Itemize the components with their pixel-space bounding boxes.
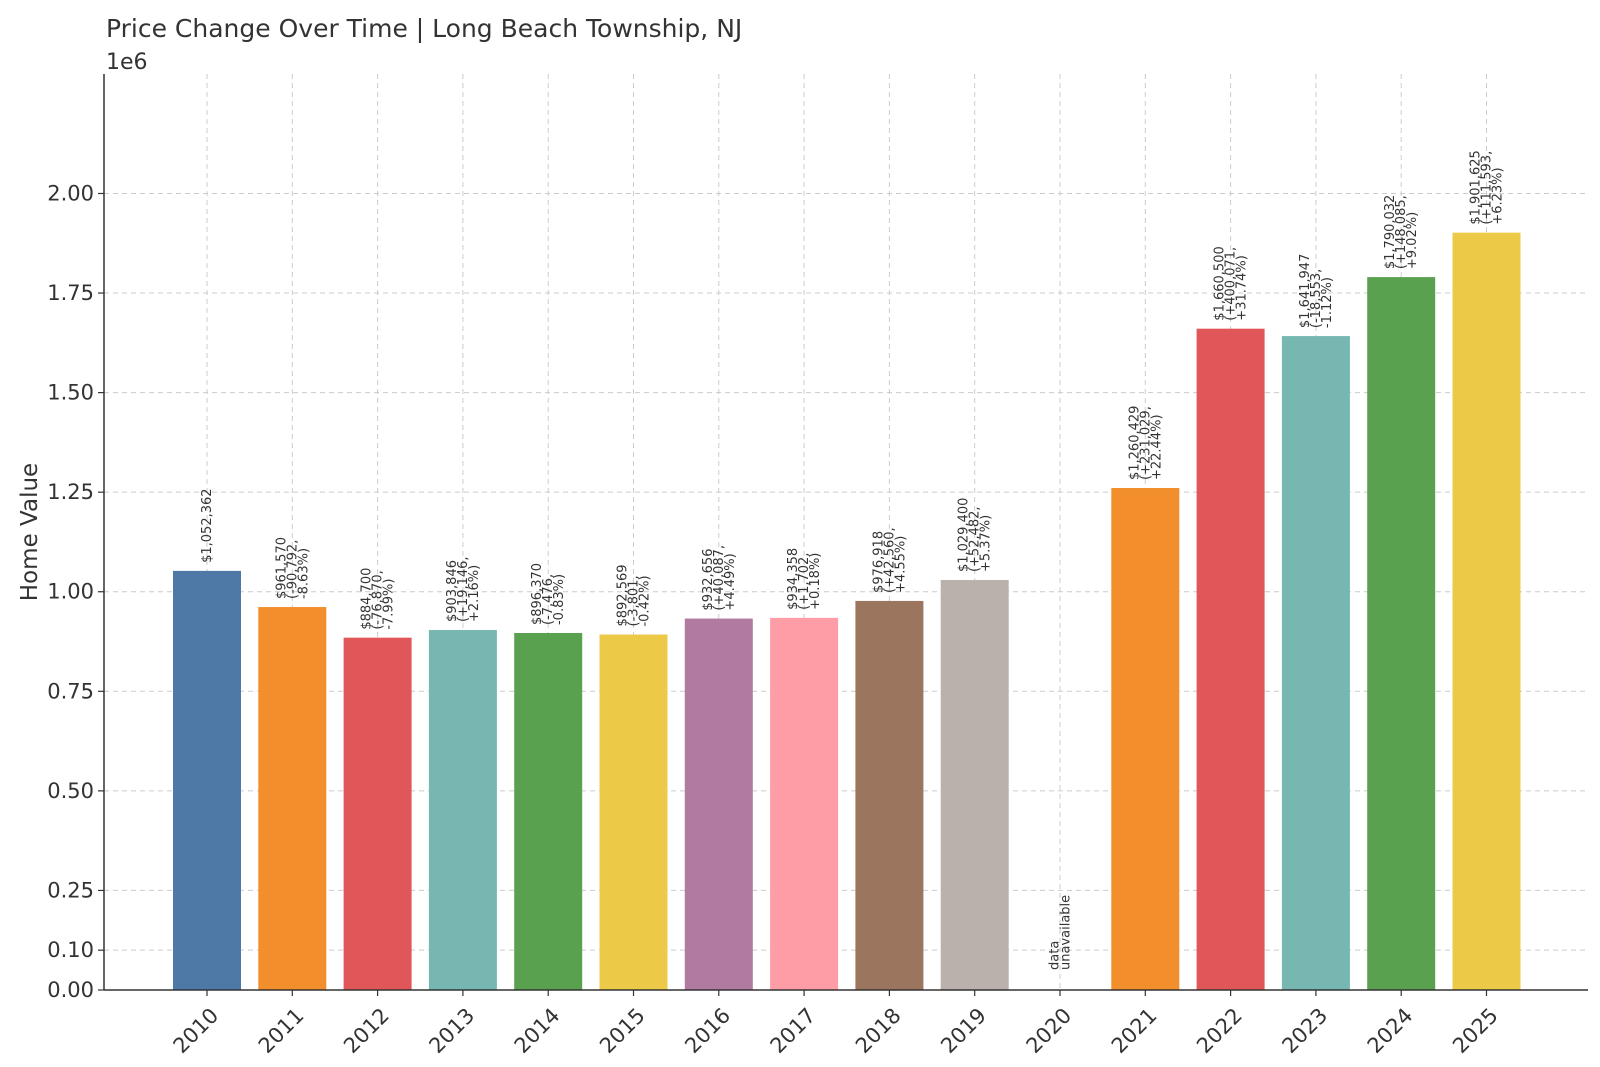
data-label: +9.02%) bbox=[1405, 212, 1420, 269]
y-tick-label: 1.25 bbox=[47, 480, 94, 504]
data-label: (+42,560, bbox=[882, 527, 897, 593]
data-label: $961,570 bbox=[274, 537, 289, 599]
x-tick-label: 2013 bbox=[424, 1003, 479, 1058]
y-tick-label: 0.25 bbox=[47, 878, 94, 902]
bar-2023 bbox=[1281, 336, 1350, 990]
bar-2025 bbox=[1452, 232, 1521, 991]
bar-2022 bbox=[1196, 328, 1265, 990]
x-tick-label: 2019 bbox=[936, 1003, 991, 1058]
grid-layer bbox=[104, 74, 1588, 991]
data-label: $903,846 bbox=[445, 560, 460, 622]
data-label: (+400,071, bbox=[1224, 247, 1239, 321]
data-label: +4.49%) bbox=[723, 553, 738, 610]
bar-2021 bbox=[1111, 488, 1180, 990]
data-label: $1,260,429 bbox=[1127, 406, 1142, 480]
data-label: $1,052,362 bbox=[200, 488, 215, 562]
data-label: $892,569 bbox=[616, 564, 631, 626]
axis-layer: 1e6 Home Value bbox=[17, 50, 1588, 991]
bar-2014 bbox=[514, 633, 583, 990]
data-label: (+148,085, bbox=[1394, 195, 1409, 269]
y-tick-label: 1.50 bbox=[47, 381, 94, 405]
bar-2018 bbox=[855, 600, 924, 990]
x-tick-label: 2012 bbox=[339, 1003, 394, 1058]
data-label: (-90,792, bbox=[285, 540, 300, 599]
data-label: (-18,553, bbox=[1309, 269, 1324, 328]
y-axis-label: Home Value bbox=[17, 463, 43, 601]
bar-2012 bbox=[343, 637, 412, 990]
data-label: $976,918 bbox=[871, 531, 886, 593]
x-tick-label: 2021 bbox=[1107, 1003, 1162, 1058]
x-tick-label: 2015 bbox=[595, 1003, 650, 1058]
data-label: $932,656 bbox=[701, 549, 716, 611]
bar-2024 bbox=[1367, 277, 1436, 990]
data-label: +0.18%) bbox=[808, 553, 823, 610]
data-label: +22.44%) bbox=[1149, 414, 1164, 480]
x-tick-label: 2014 bbox=[510, 1003, 565, 1058]
y-tick-label: 0.75 bbox=[47, 679, 94, 703]
x-tick-label: 2022 bbox=[1192, 1003, 1247, 1058]
data-label: (+40,087, bbox=[712, 545, 727, 611]
data-label: +4.55%) bbox=[893, 536, 908, 593]
bar-2017 bbox=[770, 617, 839, 990]
x-tick-label: 2020 bbox=[1022, 1003, 1077, 1058]
x-tick-label: 2024 bbox=[1363, 1003, 1418, 1058]
data-label: (+1,702, bbox=[797, 553, 812, 610]
y-tick-label: 0.10 bbox=[47, 938, 94, 962]
data-label: +6.23%) bbox=[1491, 167, 1506, 224]
bar-2010 bbox=[173, 570, 241, 990]
data-label: $1,901,625 bbox=[1469, 150, 1484, 224]
data-label: +31.74%) bbox=[1235, 255, 1250, 321]
data-label: -8.63%) bbox=[296, 548, 311, 599]
data-label: data bbox=[1048, 941, 1063, 970]
bar-2019 bbox=[940, 580, 1009, 990]
x-tick-label: 2023 bbox=[1277, 1003, 1332, 1058]
x-tick-label: 2017 bbox=[766, 1003, 821, 1058]
y-tick-label: 1.75 bbox=[47, 281, 94, 305]
y-tick-label: 1.00 bbox=[47, 580, 94, 604]
x-tick-label: 2018 bbox=[851, 1003, 906, 1058]
y-tick-label: 0.00 bbox=[47, 978, 94, 1002]
label-layer: $1,052,362 $961,570(-90,792,-8.63%) $884,7… bbox=[200, 150, 1506, 970]
data-label: (+52,482, bbox=[968, 506, 983, 572]
x-tick-label: 2010 bbox=[169, 1003, 224, 1058]
data-label: (-76,870, bbox=[371, 570, 386, 629]
y-tick-label: 2.00 bbox=[47, 181, 94, 205]
data-label: $1,660,500 bbox=[1213, 246, 1228, 320]
data-label: -0.42%) bbox=[638, 575, 653, 626]
data-label: unavailable bbox=[1059, 895, 1074, 970]
chart-title: Price Change Over Time | Long Beach Town… bbox=[106, 14, 743, 43]
data-label: -0.83%) bbox=[552, 574, 567, 625]
data-label: (-3,801, bbox=[627, 575, 642, 626]
x-tick-label: 2025 bbox=[1448, 1003, 1503, 1058]
data-label: $884,700 bbox=[360, 568, 375, 630]
bar-2016 bbox=[684, 618, 753, 990]
bar-2013 bbox=[428, 630, 497, 990]
data-label: $1,790,032 bbox=[1383, 195, 1398, 269]
data-label: $1,641,947 bbox=[1298, 254, 1313, 328]
data-label: -7.99%) bbox=[382, 579, 397, 630]
data-label: +2.16%) bbox=[467, 565, 482, 622]
data-label: (+19,146, bbox=[456, 556, 471, 622]
x-tick-label: 2011 bbox=[254, 1003, 309, 1058]
data-label: $1,029,400 bbox=[957, 498, 972, 572]
data-label: $934,358 bbox=[786, 548, 801, 610]
data-label: (+111,593, bbox=[1480, 151, 1495, 225]
x-tick-label: 2016 bbox=[680, 1003, 735, 1058]
y-offset-label: 1e6 bbox=[106, 50, 148, 75]
data-label: (+231,029, bbox=[1138, 406, 1153, 480]
data-label: +5.37%) bbox=[979, 515, 994, 572]
bar-2015 bbox=[599, 634, 668, 990]
y-tick-label: 0.50 bbox=[47, 779, 94, 803]
data-label: $896,370 bbox=[530, 563, 545, 625]
data-label: (-7,476, bbox=[541, 574, 556, 625]
data-label: -1.12%) bbox=[1320, 277, 1335, 328]
bar-layer bbox=[173, 232, 1521, 991]
bar-2011 bbox=[258, 607, 327, 990]
